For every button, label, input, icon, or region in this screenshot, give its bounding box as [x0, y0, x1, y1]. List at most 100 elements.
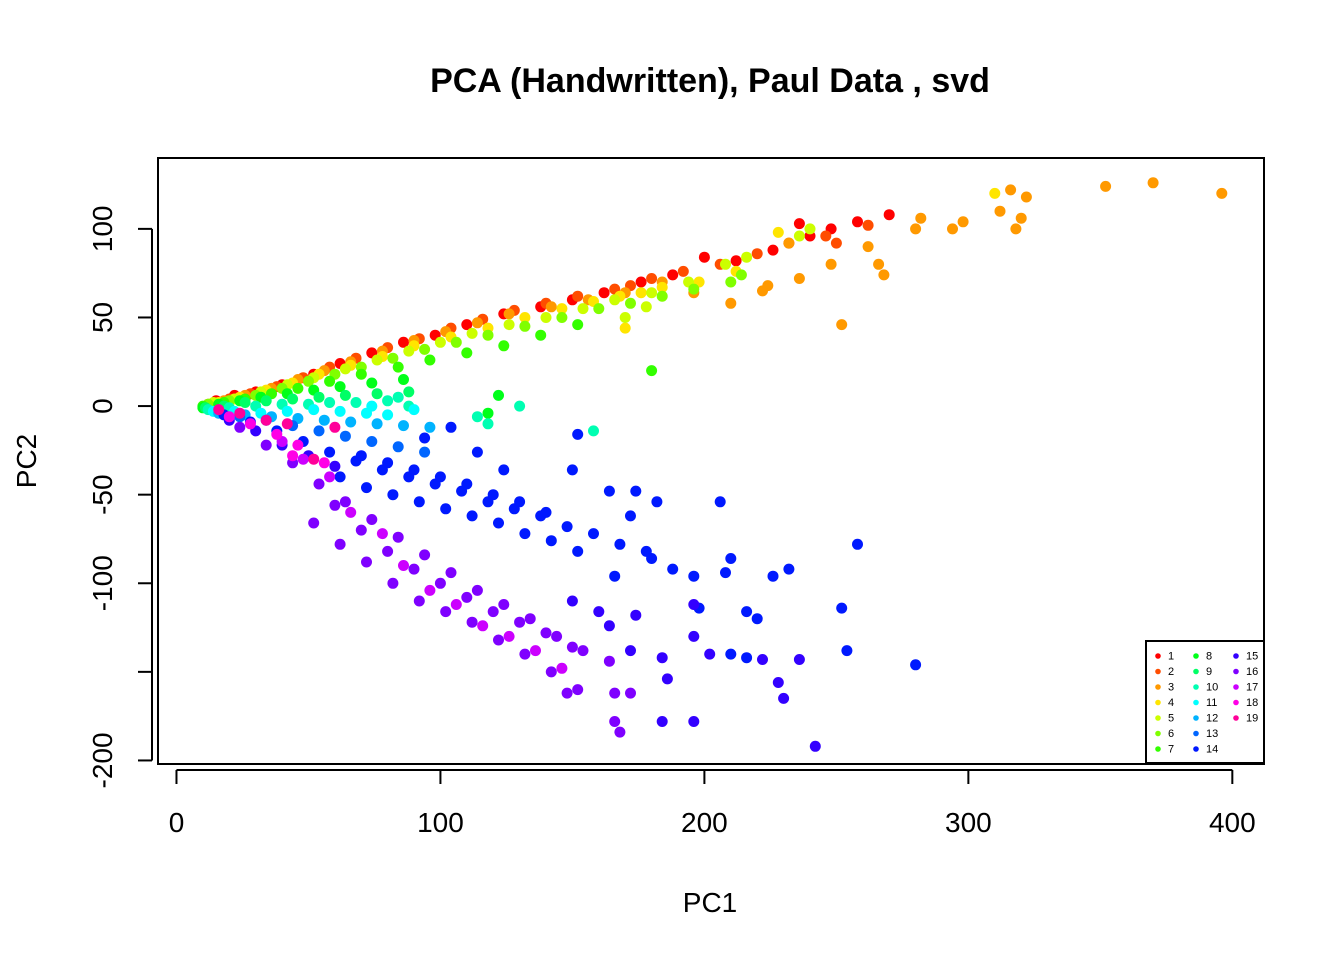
point-class-12-4 — [318, 414, 330, 426]
plot-frame — [157, 157, 1265, 765]
point-class-16-22 — [493, 634, 504, 646]
point-class-6-18 — [735, 269, 747, 281]
point-class-18-1 — [244, 418, 256, 430]
legend-label-18: 18 — [1246, 697, 1258, 709]
point-class-15-7 — [630, 609, 642, 621]
point-class-6-14 — [625, 297, 636, 309]
point-class-3-19 — [825, 258, 837, 270]
point-class-7-11 — [535, 329, 547, 341]
point-class-6-10 — [482, 329, 494, 341]
point-class-16-26 — [329, 499, 341, 511]
point-class-2-15 — [646, 273, 658, 284]
legend-marker-4 — [1155, 699, 1161, 706]
point-class-7-4 — [292, 382, 304, 394]
point-class-15-20 — [656, 716, 668, 727]
point-class-1-15 — [667, 269, 679, 281]
point-class-16-14 — [603, 655, 615, 667]
point-class-14-21 — [440, 503, 452, 515]
point-class-12-8 — [424, 421, 436, 433]
x-axis-label: PC1 — [683, 887, 737, 918]
point-class-17-1 — [297, 453, 309, 465]
point-class-16-15 — [308, 517, 320, 529]
point-class-14-30 — [434, 471, 446, 483]
legend-box — [1145, 640, 1265, 764]
point-class-16-8 — [445, 567, 457, 579]
point-class-3-34 — [1147, 177, 1159, 189]
point-class-3-29 — [1005, 184, 1017, 196]
point-class-4-10 — [519, 312, 531, 323]
point-class-6-16 — [688, 283, 700, 295]
point-class-9-3 — [260, 395, 272, 407]
point-class-19-5 — [329, 421, 341, 433]
point-class-14-22 — [466, 510, 478, 522]
point-class-17-11 — [556, 662, 568, 674]
point-class-6-15 — [656, 290, 668, 302]
y-tick-label-6: 100 — [87, 206, 118, 253]
point-class-16-40 — [561, 687, 573, 699]
legend-label-19: 19 — [1246, 713, 1258, 725]
point-class-15-13 — [757, 654, 768, 665]
point-class-16-32 — [487, 606, 499, 618]
point-class-15-16 — [793, 654, 805, 665]
point-class-18-5 — [287, 450, 299, 462]
point-class-19-1 — [234, 407, 246, 419]
point-class-14-44 — [688, 570, 700, 582]
point-class-3-21 — [873, 258, 885, 270]
legend-marker-5 — [1155, 715, 1161, 721]
legend-label-7: 7 — [1168, 744, 1174, 756]
point-class-7-5 — [324, 375, 336, 387]
point-class-3-25 — [915, 212, 927, 224]
point-class-6-9 — [450, 336, 462, 348]
point-class-1-7 — [398, 336, 409, 348]
point-class-16-31 — [461, 591, 473, 603]
point-class-4-14 — [635, 287, 647, 299]
point-class-16-12 — [551, 630, 563, 642]
point-class-7-7 — [392, 361, 404, 373]
legend-label-6: 6 — [1168, 728, 1174, 740]
point-class-15-6 — [593, 606, 605, 618]
point-class-11-5 — [334, 405, 346, 417]
point-class-5-13 — [609, 294, 621, 306]
y-axis: -200 -100 -50 0 50 100 — [87, 206, 153, 788]
point-class-6-8 — [419, 343, 431, 355]
point-class-14-37 — [603, 485, 615, 497]
point-class-11-9 — [366, 400, 378, 412]
point-class-14-29 — [408, 464, 420, 476]
legend-label-3: 3 — [1168, 682, 1174, 694]
point-class-18-0 — [223, 411, 235, 423]
point-class-14-34 — [540, 506, 552, 518]
point-class-15-4 — [329, 460, 341, 472]
y-tick-label-4: 0 — [87, 398, 118, 414]
point-class-14-26 — [572, 545, 584, 557]
legend-label-13: 13 — [1206, 728, 1218, 740]
legend-marker-11 — [1193, 699, 1199, 706]
point-class-14-42 — [646, 553, 658, 564]
point-class-5-9 — [466, 327, 478, 339]
point-class-14-23 — [493, 517, 504, 529]
point-class-11-3 — [281, 405, 293, 417]
legend-label-14: 14 — [1206, 744, 1218, 756]
point-class-16-3 — [313, 478, 325, 490]
point-class-14-19 — [387, 489, 399, 501]
point-class-12-6 — [371, 418, 383, 430]
point-class-4-15 — [656, 281, 668, 293]
point-class-12-5 — [345, 416, 357, 428]
point-class-14-41 — [609, 570, 621, 582]
point-class-14-24 — [519, 528, 531, 540]
point-class-14-46 — [725, 553, 737, 564]
point-class-7-12 — [572, 319, 584, 331]
point-class-14-59 — [445, 421, 457, 433]
point-class-3-32 — [1020, 191, 1032, 203]
point-class-14-35 — [572, 428, 584, 440]
point-class-3-23 — [862, 241, 874, 253]
point-class-18-3 — [292, 439, 304, 451]
point-class-15-12 — [704, 648, 716, 660]
point-class-16-30 — [434, 577, 446, 589]
point-class-16-18 — [387, 577, 399, 589]
point-class-5-21 — [640, 301, 652, 313]
point-class-19-2 — [260, 414, 272, 426]
point-class-10-8 — [392, 391, 404, 403]
legend-marker-15 — [1233, 653, 1239, 659]
point-class-11-7 — [382, 409, 394, 421]
